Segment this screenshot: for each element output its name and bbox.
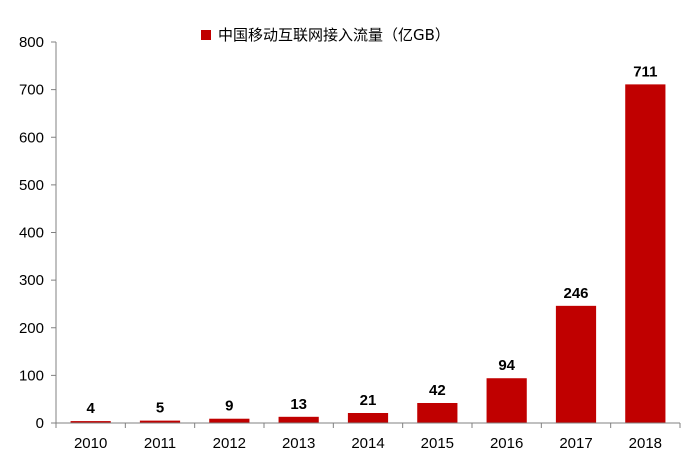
data-label: 13 [290, 396, 307, 413]
x-tick-label: 2012 [213, 435, 246, 452]
bar [347, 412, 389, 423]
bar [70, 421, 111, 423]
y-tick-label: 800 [19, 34, 44, 51]
y-tick-label: 700 [19, 82, 44, 99]
y-tick-label: 100 [19, 367, 44, 384]
data-label: 5 [156, 400, 164, 417]
data-label: 246 [563, 285, 588, 302]
x-tick-label: 2013 [282, 435, 315, 452]
x-tick-label: 2016 [490, 435, 523, 452]
bar [625, 84, 666, 423]
bar [139, 420, 181, 423]
x-tick-label: 2014 [351, 435, 384, 452]
y-tick-label: 500 [19, 177, 44, 194]
bar [486, 378, 527, 423]
y-axis-ticks: 0 100 200 300 400 500 600 700 800 [19, 34, 56, 432]
data-label: 42 [429, 382, 446, 399]
legend-swatch [201, 30, 211, 40]
bars [70, 84, 666, 423]
bar [417, 402, 458, 423]
x-tick-label: 2011 [144, 435, 176, 452]
x-axis-labels: 2010 2011 2012 2013 2014 2015 2016 2017 2018 [55, 423, 681, 452]
bar [555, 305, 597, 423]
x-tick-label: 2015 [421, 435, 454, 452]
data-label: 711 [633, 63, 657, 80]
y-tick-label: 600 [19, 129, 44, 146]
y-tick-label: 300 [19, 272, 44, 289]
x-tick-label: 2010 [74, 435, 107, 452]
data-label: 9 [225, 398, 233, 415]
data-label: 21 [360, 392, 377, 409]
legend: 中国移动互联网接入流量（亿GB） [201, 26, 450, 44]
data-labels: 4 5 9 13 21 42 94 246 711 [86, 63, 657, 417]
y-tick-label: 0 [36, 415, 44, 432]
x-tick-label: 2018 [629, 435, 662, 452]
data-label: 4 [86, 400, 95, 417]
bar [209, 418, 250, 423]
bar [278, 416, 319, 423]
legend-label: 中国移动互联网接入流量（亿GB） [218, 26, 450, 44]
y-tick-label: 200 [19, 320, 44, 337]
y-tick-label: 400 [19, 225, 44, 242]
x-tick-label: 2017 [559, 435, 592, 452]
data-label: 94 [498, 357, 515, 374]
